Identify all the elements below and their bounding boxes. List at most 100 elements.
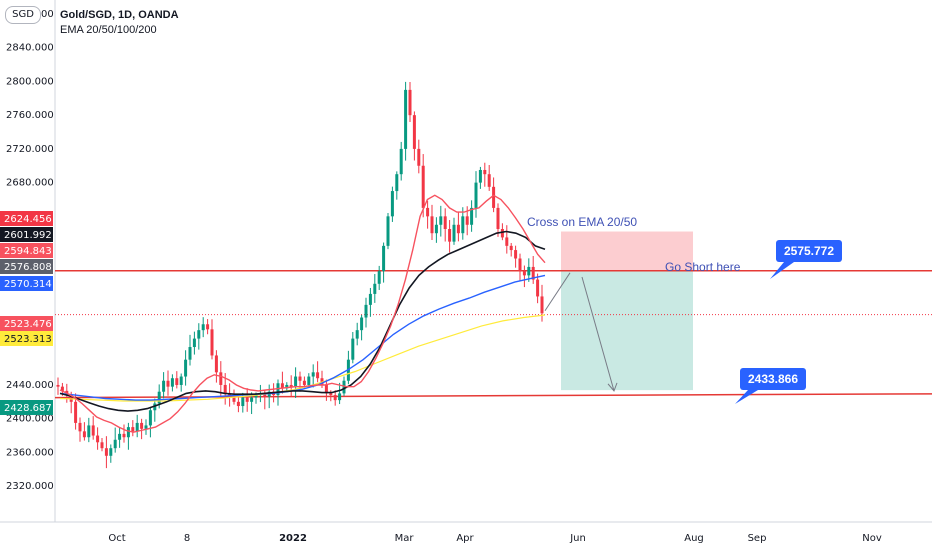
candle-body [465, 216, 469, 225]
candle-body [518, 258, 522, 272]
price-label-bg [0, 227, 53, 242]
candle-body [360, 317, 364, 331]
candle-body [470, 207, 474, 225]
candle-body [60, 386, 64, 391]
x-tick-label: 8 [184, 533, 190, 544]
candle-body [153, 403, 157, 411]
candle-body [514, 250, 518, 259]
candle-body [311, 372, 315, 377]
candle-body [289, 384, 293, 387]
candle-body [302, 380, 306, 385]
candle-body [87, 425, 91, 438]
candle-body [78, 422, 82, 432]
candle-body [399, 148, 403, 175]
price-label-bg [0, 276, 53, 291]
candle-body [531, 266, 535, 280]
ema200-line [59, 314, 546, 402]
take-profit-zone [561, 270, 693, 391]
annotation-short: Go Short here [665, 260, 741, 274]
candle-body [294, 376, 298, 387]
candle-body [197, 330, 201, 339]
candle-body [201, 324, 205, 331]
stop-loss-zone [561, 231, 693, 271]
price-label: 2428.687 [4, 403, 52, 414]
candle-body [386, 216, 390, 246]
y-tick-label: 2680.000 [6, 178, 54, 189]
price-label-bg [0, 400, 53, 415]
candle-body [509, 245, 513, 251]
candle-body [390, 191, 394, 217]
y-tick-label: 2840.000 [6, 43, 54, 54]
y-tick-label: 2800.000 [6, 76, 54, 87]
entry-arrow [544, 272, 571, 312]
candle-body [448, 228, 452, 242]
x-tick-label: Oct [108, 533, 125, 544]
candle-body [364, 304, 368, 318]
callout-high-box [776, 240, 842, 262]
candle-body [505, 237, 509, 246]
candle-body [333, 395, 337, 401]
candle-body [316, 372, 320, 379]
candle-body [206, 324, 210, 330]
y-tick-label: 2440.000 [6, 380, 54, 391]
price-label-bg [0, 316, 53, 331]
candle-body [417, 148, 421, 166]
indicator-legend[interactable]: EMA 20/50/100/200 [60, 24, 157, 36]
annotation-cross: Cross on EMA 20/50 [527, 215, 637, 229]
candle-body [368, 293, 372, 305]
price-label-bg [0, 211, 53, 226]
candle-body [157, 391, 161, 404]
price-label: 2523.476 [4, 319, 52, 330]
x-tick-label: Apr [456, 533, 474, 544]
candle-body [298, 376, 302, 381]
candle-body [500, 228, 504, 238]
candle-body [126, 427, 130, 438]
candle-body [522, 271, 526, 276]
candle-body [355, 330, 359, 339]
candle-body [162, 380, 166, 392]
target-arrowhead [607, 382, 618, 392]
candle-body [56, 384, 60, 387]
candle-body [527, 266, 531, 276]
y-tick-label: 2360.000 [6, 447, 54, 458]
symbol-title[interactable]: Gold/SGD, 1D, OANDA [60, 9, 179, 21]
y-tick-label: 2720.000 [6, 144, 54, 155]
candle-body [140, 422, 144, 429]
candle-body [540, 296, 544, 314]
candle-body [408, 89, 412, 116]
ema20-line [59, 194, 546, 433]
candle-body [131, 427, 135, 432]
candle-body [338, 393, 342, 401]
candle-body [122, 433, 126, 438]
candle-body [536, 279, 540, 297]
candle-body [373, 283, 377, 294]
price-label-bg [0, 331, 53, 346]
candle-body [426, 207, 430, 217]
candle-body [175, 378, 179, 385]
candle-body [148, 410, 152, 426]
candle-body [443, 216, 447, 229]
candle-body [342, 380, 346, 394]
candle-body [351, 338, 355, 360]
x-tick-label: Aug [684, 533, 704, 544]
x-tick-label: Mar [395, 533, 415, 544]
currency-badge[interactable]: SGD [5, 6, 41, 24]
candle-body [377, 271, 381, 284]
callout-low-pointer [735, 390, 758, 404]
price-label: 2576.808 [4, 262, 52, 273]
price-label: 2594.843 [4, 246, 52, 257]
candle-body [144, 425, 148, 429]
candle-body [421, 165, 425, 208]
candle-body [434, 224, 438, 234]
candle-body [245, 397, 249, 402]
y-tick-label: 2760.000 [6, 110, 54, 121]
candle-body [478, 169, 482, 183]
candle-body [285, 384, 289, 389]
candle-body [329, 393, 333, 396]
callout-high-text: 2575.772 [784, 244, 834, 258]
candle-body [492, 186, 496, 208]
candle-body [395, 174, 399, 192]
candle-body [188, 347, 192, 360]
